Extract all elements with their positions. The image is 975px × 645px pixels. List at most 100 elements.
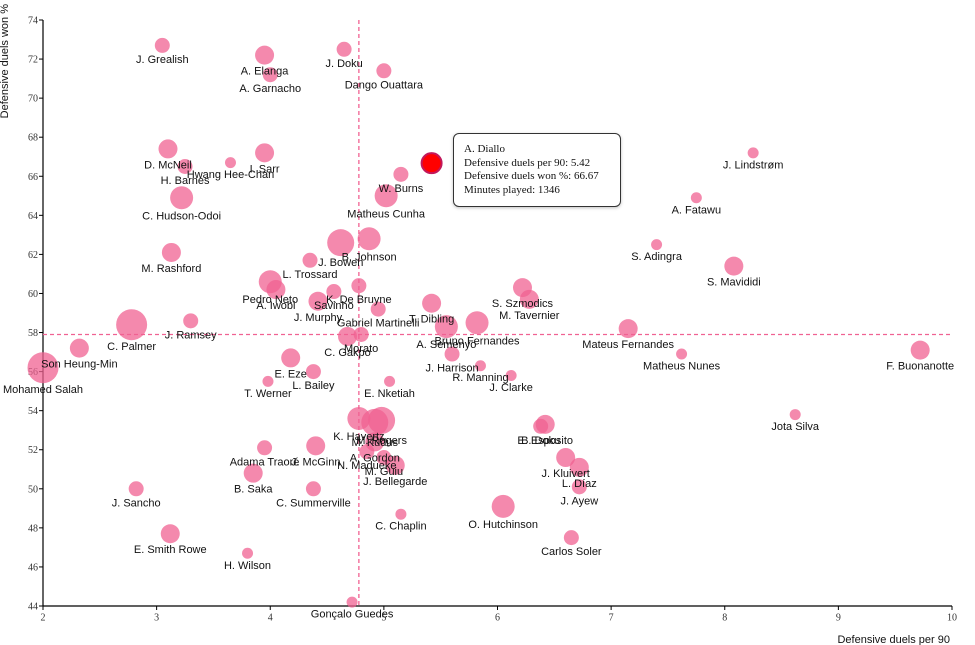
data-point[interactable] — [161, 242, 181, 262]
data-point[interactable] — [160, 524, 180, 544]
point-label: J. Kluivert — [542, 468, 590, 480]
point-label: W. Burns — [379, 183, 424, 195]
data-point[interactable] — [183, 313, 199, 329]
point-label: O. Hutchinson — [468, 519, 538, 531]
y-tick-label: 50 — [28, 484, 38, 495]
data-point[interactable] — [357, 227, 381, 251]
data-point[interactable] — [376, 63, 392, 79]
point-label: Morato — [344, 343, 378, 355]
point-label: T. Werner — [244, 388, 292, 400]
data-point[interactable] — [305, 481, 321, 497]
data-point[interactable] — [563, 530, 579, 546]
data-point[interactable] — [338, 326, 358, 346]
data-point[interactable] — [444, 346, 460, 362]
data-point[interactable] — [243, 463, 263, 483]
data-point[interactable] — [177, 159, 193, 174]
data-point[interactable] — [690, 192, 702, 204]
data-point[interactable] — [327, 229, 355, 257]
point-label: D. McNeil — [144, 159, 192, 171]
data-point[interactable] — [158, 139, 178, 159]
data-point[interactable] — [556, 448, 576, 468]
data-point[interactable] — [154, 37, 170, 53]
data-point[interactable] — [305, 364, 321, 380]
data-point[interactable] — [306, 436, 326, 456]
point-label: H. Wilson — [224, 560, 271, 572]
point-label: S. Mavididi — [707, 277, 761, 289]
data-point[interactable] — [353, 326, 369, 342]
point-label: Mateus Fernandes — [582, 339, 674, 351]
data-point[interactable] — [359, 444, 375, 460]
data-point[interactable] — [789, 409, 801, 421]
data-point[interactable] — [262, 67, 278, 83]
point-label: J. Harrison — [425, 363, 478, 375]
data-point[interactable] — [326, 284, 342, 300]
data-point[interactable] — [474, 360, 486, 372]
point-label: Dango Ouattara — [345, 79, 424, 91]
point-label: Pedro Neto — [242, 294, 298, 306]
data-point[interactable] — [491, 494, 515, 518]
data-point[interactable] — [266, 280, 286, 300]
point-label: J. Ayew — [560, 495, 598, 507]
data-point[interactable] — [910, 340, 930, 360]
data-point[interactable] — [69, 338, 89, 358]
data-point[interactable] — [571, 479, 587, 495]
data-point[interactable] — [393, 166, 409, 182]
point-label: J. McGinn — [291, 456, 341, 468]
data-point[interactable] — [302, 252, 318, 268]
point-label: Matheus Nunes — [643, 361, 721, 373]
data-point[interactable] — [224, 157, 236, 169]
point-label: Savinho — [314, 300, 354, 312]
data-point[interactable] — [505, 370, 517, 382]
data-point[interactable] — [519, 289, 539, 309]
point-labels: J. Grealish A. Elanga A. Garnacho J. Doku Da… — [3, 54, 954, 621]
point-label: J. Sancho — [112, 497, 161, 509]
data-point[interactable] — [116, 309, 148, 341]
highlighted-data-point[interactable] — [420, 152, 443, 175]
y-tick-label: 44 — [28, 602, 38, 613]
x-tick-label: 3 — [154, 612, 159, 623]
data-point[interactable] — [465, 311, 489, 335]
data-point[interactable] — [128, 481, 144, 497]
y-tick-label: 60 — [28, 289, 38, 300]
point-tooltip: A. Diallo Defensive duels per 90: 5.42 D… — [453, 133, 621, 207]
data-point[interactable] — [257, 440, 273, 456]
data-point[interactable] — [434, 315, 458, 339]
data-point[interactable] — [351, 278, 367, 294]
data-point[interactable] — [27, 352, 59, 384]
data-point[interactable] — [255, 143, 275, 163]
x-tick-label: 7 — [609, 612, 614, 623]
highlighted-point-group — [420, 152, 443, 175]
data-point[interactable] — [170, 186, 194, 210]
data-point[interactable] — [384, 375, 396, 387]
tooltip-player-name: A. Diallo — [464, 143, 505, 155]
point-label: M. Rogers — [356, 435, 407, 447]
data-point[interactable] — [747, 147, 759, 159]
data-point[interactable] — [255, 45, 275, 65]
data-point[interactable] — [569, 457, 589, 477]
data-point[interactable] — [724, 256, 744, 276]
data-point[interactable] — [422, 293, 442, 313]
data-point[interactable] — [370, 301, 386, 317]
data-point[interactable] — [336, 41, 352, 57]
point-label: J. Murphy — [294, 312, 343, 324]
data-point[interactable] — [346, 596, 358, 608]
data-point[interactable] — [308, 291, 328, 311]
point-label: E. Smith Rowe — [134, 544, 207, 556]
data-point[interactable] — [651, 239, 663, 251]
data-point[interactable] — [368, 406, 396, 434]
data-point[interactable] — [374, 184, 398, 208]
data-point[interactable] — [281, 348, 301, 368]
point-label: M. Rashford — [141, 263, 201, 275]
data-point[interactable] — [242, 547, 254, 559]
point-label: E. Esposito — [517, 435, 573, 447]
point-label: B. Saka — [234, 484, 273, 496]
data-point[interactable] — [676, 348, 688, 360]
point-label: H. Barnes — [161, 175, 210, 187]
data-point[interactable] — [618, 319, 638, 339]
data-point[interactable] — [262, 375, 274, 387]
data-point[interactable] — [385, 455, 405, 475]
data-point[interactable] — [395, 508, 407, 520]
point-label: A. Garnacho — [239, 83, 301, 95]
data-point[interactable] — [535, 414, 555, 434]
